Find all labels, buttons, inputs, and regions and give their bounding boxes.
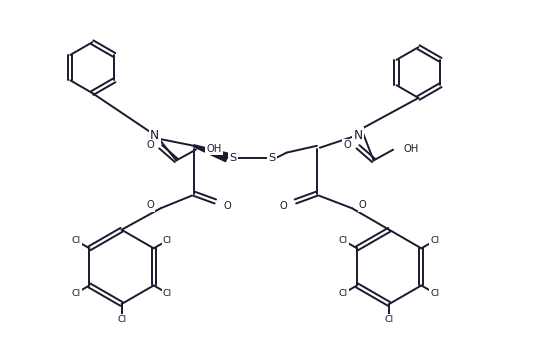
- Text: O: O: [146, 200, 154, 210]
- Text: OH: OH: [207, 144, 222, 154]
- Text: OH: OH: [404, 144, 419, 154]
- Text: O: O: [146, 140, 154, 150]
- Text: Cl: Cl: [71, 289, 81, 298]
- Text: Cl: Cl: [430, 236, 440, 245]
- Text: Cl: Cl: [163, 236, 172, 245]
- Text: O: O: [223, 201, 231, 211]
- Text: S: S: [230, 152, 237, 162]
- Text: Cl: Cl: [71, 236, 81, 245]
- Text: O: O: [359, 200, 367, 210]
- Polygon shape: [194, 145, 228, 162]
- Text: Cl: Cl: [163, 289, 172, 298]
- Text: Cl: Cl: [430, 289, 440, 298]
- Text: Cl: Cl: [339, 289, 348, 298]
- Text: Cl: Cl: [117, 315, 126, 324]
- Text: N: N: [354, 129, 362, 141]
- Text: S: S: [268, 152, 276, 162]
- Text: Cl: Cl: [385, 315, 394, 324]
- Text: N: N: [150, 129, 159, 141]
- Text: O: O: [280, 201, 288, 211]
- Text: Cl: Cl: [339, 236, 348, 245]
- Text: O: O: [343, 140, 351, 150]
